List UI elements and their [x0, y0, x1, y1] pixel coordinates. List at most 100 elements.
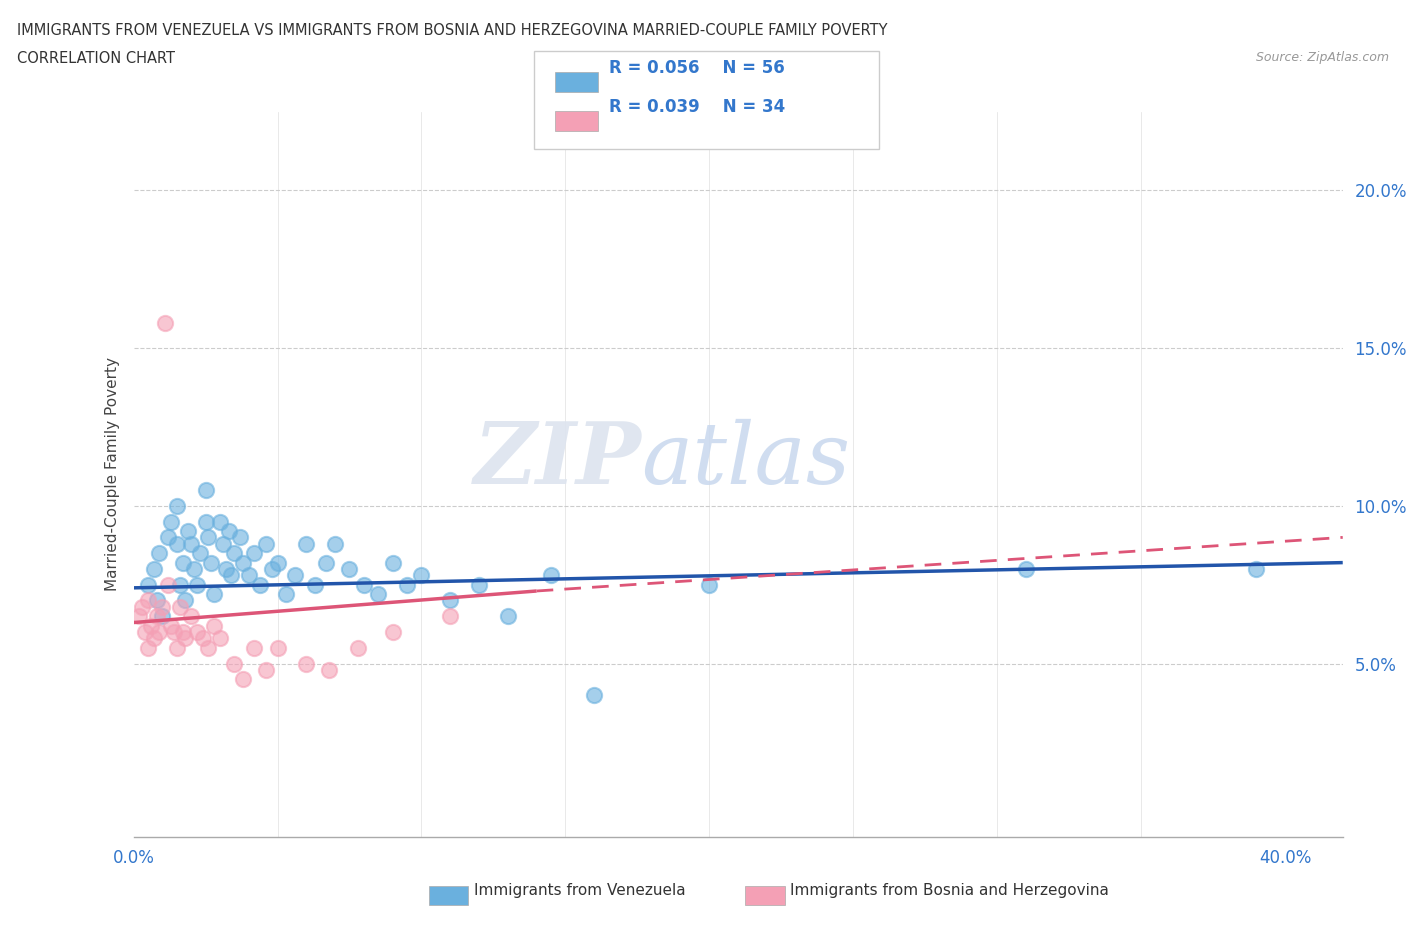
Point [266, 555, 288, 570]
Point [232, 671, 254, 686]
Point [174, 593, 197, 608]
Point [254, 662, 277, 677]
Point [353, 578, 375, 592]
Point [540, 568, 562, 583]
Point [439, 609, 461, 624]
Point [172, 625, 194, 640]
Point [699, 578, 721, 592]
Point [315, 555, 337, 570]
Point [208, 514, 231, 529]
Point [347, 641, 370, 656]
Point [186, 625, 208, 640]
Point [163, 625, 186, 640]
Point [249, 578, 271, 592]
Point [194, 514, 217, 529]
Y-axis label: Married-Couple Family Poverty: Married-Couple Family Poverty [104, 357, 120, 591]
Point [221, 568, 243, 583]
Point [304, 578, 326, 592]
Point [134, 625, 156, 640]
Point [169, 599, 191, 614]
Point [157, 530, 180, 545]
Text: Source: ZipAtlas.com: Source: ZipAtlas.com [1256, 51, 1389, 64]
Text: CORRELATION CHART: CORRELATION CHART [17, 51, 174, 66]
Point [186, 578, 208, 592]
Point [136, 578, 159, 592]
Point [180, 609, 202, 624]
Point [238, 568, 260, 583]
Point [323, 537, 346, 551]
Point [1015, 562, 1038, 577]
Point [177, 524, 200, 538]
Point [128, 609, 150, 624]
Point [157, 578, 180, 592]
Point [381, 555, 404, 570]
Point [411, 568, 433, 583]
Point [396, 578, 419, 592]
Point [166, 641, 188, 656]
Point [136, 641, 159, 656]
Point [243, 546, 266, 561]
Point [148, 625, 170, 640]
Text: ZIP: ZIP [474, 418, 641, 501]
Point [202, 618, 225, 633]
Point [166, 498, 188, 513]
Point [148, 546, 170, 561]
Point [136, 593, 159, 608]
Point [295, 537, 318, 551]
Point [232, 555, 254, 570]
Point [200, 555, 222, 570]
Point [160, 514, 183, 529]
Point [339, 562, 361, 577]
Text: R = 0.056    N = 56: R = 0.056 N = 56 [609, 59, 785, 76]
Point [145, 609, 167, 624]
Point [197, 641, 219, 656]
Point [208, 631, 231, 645]
Text: IMMIGRANTS FROM VENEZUELA VS IMMIGRANTS FROM BOSNIA AND HERZEGOVINA MARRIED-COUP: IMMIGRANTS FROM VENEZUELA VS IMMIGRANTS … [17, 23, 887, 38]
Point [367, 587, 389, 602]
Point [166, 537, 188, 551]
Point [218, 524, 240, 538]
Point [318, 662, 340, 677]
Point [496, 609, 519, 624]
Point [583, 687, 606, 702]
Point [139, 618, 162, 633]
Text: atlas: atlas [641, 418, 851, 501]
Point [260, 562, 283, 577]
Point [284, 568, 307, 583]
Point [183, 562, 205, 577]
Point [1246, 562, 1268, 577]
Point [243, 641, 266, 656]
Point [155, 315, 177, 330]
Point [174, 631, 197, 645]
Point [295, 656, 318, 671]
Point [150, 599, 173, 614]
Point [439, 593, 461, 608]
Point [180, 537, 202, 551]
Point [194, 483, 217, 498]
Text: R = 0.039    N = 34: R = 0.039 N = 34 [609, 98, 785, 115]
Point [276, 587, 298, 602]
Point [131, 599, 153, 614]
Point [229, 530, 252, 545]
Point [381, 625, 404, 640]
Point [266, 641, 288, 656]
Point [191, 631, 214, 645]
Text: Immigrants from Venezuela: Immigrants from Venezuela [474, 884, 686, 898]
Point [172, 555, 194, 570]
Point [215, 562, 238, 577]
Point [142, 631, 165, 645]
Point [160, 618, 183, 633]
Point [150, 609, 173, 624]
Point [211, 537, 233, 551]
Point [188, 546, 211, 561]
Point [254, 537, 277, 551]
Point [224, 546, 246, 561]
Point [169, 578, 191, 592]
Point [142, 562, 165, 577]
Point [197, 530, 219, 545]
Point [202, 587, 225, 602]
Point [145, 593, 167, 608]
Point [468, 578, 491, 592]
Point [224, 656, 246, 671]
Text: Immigrants from Bosnia and Herzegovina: Immigrants from Bosnia and Herzegovina [790, 884, 1109, 898]
